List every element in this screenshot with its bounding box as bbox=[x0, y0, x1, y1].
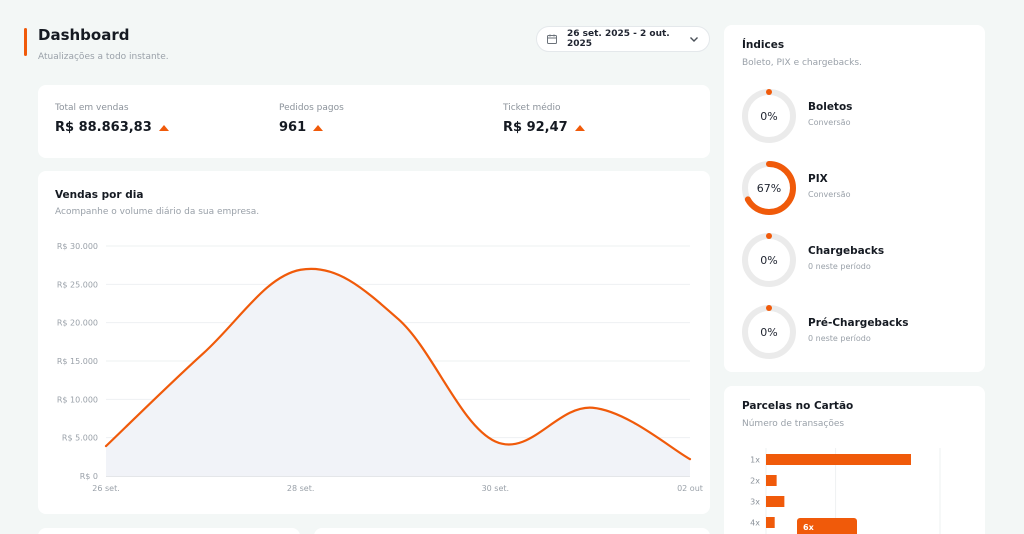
installments-chart[interactable]: 1x 2x 3x 4x 6x bbox=[724, 386, 985, 534]
page-header: Dashboard Atualizações a todo instante. … bbox=[24, 26, 710, 66]
installments-subtitle: Número de transações bbox=[742, 419, 845, 429]
ring-progress bbox=[742, 161, 796, 215]
stat-value-wrap: R$ 88.863,83 bbox=[55, 120, 169, 135]
stats-card: Total em vendas R$ 88.863,83 Pedidos pag… bbox=[38, 85, 710, 158]
progress-ring bbox=[742, 305, 796, 359]
indices-card: Índices Boleto, PIX e chargebacks. 0% Bol… bbox=[724, 25, 985, 372]
sales-chart-card: Vendas por dia Acompanhe o volume diário… bbox=[38, 171, 710, 514]
index-desc: Conversão bbox=[808, 118, 851, 127]
installment-bar[interactable] bbox=[766, 517, 775, 528]
installment-bar[interactable] bbox=[766, 475, 777, 486]
stat-label: Total em vendas bbox=[55, 103, 129, 113]
tooltip-label: 6x bbox=[803, 523, 815, 532]
index-item: 0% Pré-Chargebacks 0 neste período bbox=[740, 303, 970, 363]
bottom-card-right bbox=[314, 528, 710, 534]
sales-area-fill bbox=[106, 268, 690, 476]
installments-title: Parcelas no Cartão bbox=[742, 400, 854, 412]
arrow-up-icon bbox=[313, 124, 324, 131]
bottom-card-left bbox=[38, 528, 300, 534]
stat-label: Pedidos pagos bbox=[279, 103, 344, 113]
indices-title: Índices bbox=[742, 39, 785, 51]
stat-paid-orders: Pedidos pagos 961 bbox=[279, 103, 344, 135]
progress-ring bbox=[742, 89, 796, 143]
y-tick-label: R$ 5.000 bbox=[62, 434, 98, 443]
arrow-up-icon bbox=[158, 124, 169, 131]
ring-progress bbox=[766, 233, 772, 239]
x-tick-label: 28 set. bbox=[287, 484, 315, 493]
sales-chart-title: Vendas por dia bbox=[55, 189, 144, 201]
stat-average-ticket: Ticket médio R$ 92,47 bbox=[503, 103, 585, 135]
y-tick-label: R$ 25.000 bbox=[57, 280, 98, 289]
page-subtitle: Atualizações a todo instante. bbox=[38, 52, 169, 62]
progress-ring bbox=[742, 161, 796, 215]
stat-label: Ticket médio bbox=[503, 103, 561, 113]
sales-line bbox=[104, 267, 692, 461]
chevron-down-icon bbox=[690, 37, 698, 42]
index-item: 0% Boletos Conversão bbox=[740, 87, 970, 147]
stat-total-sales: Total em vendas R$ 88.863,83 bbox=[55, 103, 169, 135]
index-item: 67% PIX Conversão bbox=[740, 159, 970, 219]
y-tick-label: R$ 30.000 bbox=[57, 242, 98, 251]
bar-category-label: 2x bbox=[750, 477, 760, 486]
index-desc: 0 neste período bbox=[808, 334, 871, 343]
chart-tooltip bbox=[797, 518, 857, 534]
ring-progress bbox=[766, 305, 772, 311]
x-tick-label: 30 set. bbox=[482, 484, 510, 493]
x-tick-label: 26 set. bbox=[92, 484, 120, 493]
y-tick-label: R$ 10.000 bbox=[57, 395, 98, 404]
date-range-text: 26 set. 2025 - 2 out. 2025 bbox=[567, 29, 670, 49]
installment-bar[interactable] bbox=[766, 454, 911, 465]
bar-category-label: 1x bbox=[750, 456, 760, 465]
installments-card: Parcelas no Cartão Número de transações … bbox=[724, 386, 985, 534]
stat-value-wrap: R$ 92,47 bbox=[503, 120, 585, 135]
index-desc: 0 neste período bbox=[808, 262, 871, 271]
ring-value: 67% bbox=[756, 181, 782, 195]
bar-category-label: 3x bbox=[750, 498, 760, 507]
index-item: 0% Chargebacks 0 neste período bbox=[740, 231, 970, 291]
y-tick-label: R$ 0 bbox=[80, 472, 98, 481]
stat-value: R$ 88.863,83 bbox=[55, 120, 152, 135]
index-name: Boletos bbox=[808, 101, 853, 113]
ring-value: 0% bbox=[760, 253, 778, 267]
arrow-up-icon bbox=[574, 124, 585, 131]
y-tick-label: R$ 15.000 bbox=[57, 357, 98, 366]
sales-chart-subtitle: Acompanhe o volume diário da sua empresa… bbox=[55, 207, 260, 217]
index-name: PIX bbox=[808, 173, 828, 185]
ring-value: 0% bbox=[760, 109, 778, 123]
indices-subtitle: Boleto, PIX e chargebacks. bbox=[742, 58, 862, 68]
x-tick-label: 02 out bbox=[677, 484, 703, 493]
installment-bar[interactable] bbox=[766, 496, 785, 507]
ring-progress bbox=[766, 89, 772, 95]
stat-value: 961 bbox=[279, 120, 307, 135]
sales-chart[interactable]: R$ 0 R$ 5.000 R$ 10.000 R$ 15.000 R$ 20.000 R… bbox=[38, 171, 710, 514]
stat-value-wrap: 961 bbox=[279, 120, 344, 135]
calendar-icon bbox=[547, 34, 557, 44]
bar-category-label: 4x bbox=[750, 519, 760, 528]
page-title: Dashboard bbox=[38, 26, 130, 44]
title-accent-bar bbox=[24, 28, 27, 56]
date-range-picker[interactable]: 26 set. 2025 - 2 out. 2025 bbox=[536, 26, 710, 52]
ring-value: 0% bbox=[760, 325, 778, 339]
index-name: Pré-Chargebacks bbox=[808, 317, 909, 329]
y-tick-label: R$ 20.000 bbox=[57, 319, 98, 328]
index-desc: Conversão bbox=[808, 190, 851, 199]
progress-ring bbox=[742, 233, 796, 287]
stat-value: R$ 92,47 bbox=[503, 120, 568, 135]
index-name: Chargebacks bbox=[808, 245, 885, 257]
